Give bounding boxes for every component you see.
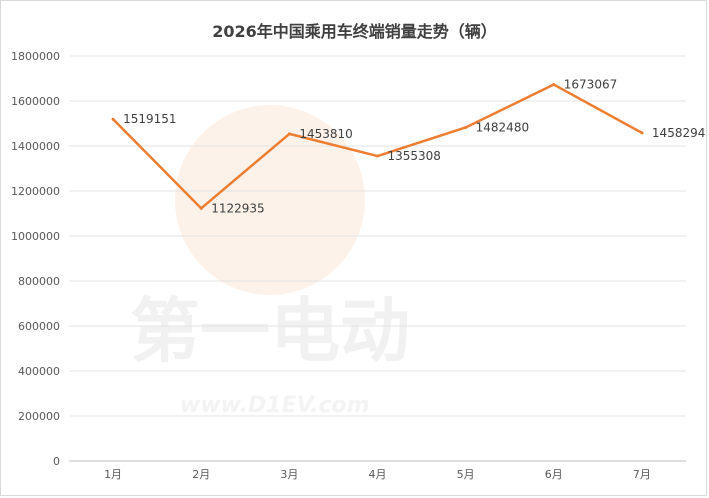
- watermark-mascot-icon: [175, 105, 365, 295]
- series-lines: [111, 83, 644, 210]
- y-tick-label: 1600000: [11, 95, 60, 108]
- chart-title: 2026年中国乘用车终端销量走势（辆）: [212, 22, 497, 41]
- y-tick-label: 400000: [18, 365, 60, 378]
- data-label: 1453810: [299, 127, 352, 141]
- data-point: [111, 117, 115, 121]
- data-point: [464, 125, 468, 129]
- data-point: [640, 131, 644, 135]
- data-labels: 1519151 1122935 1453810 1355308 1482480 16730…: [123, 78, 705, 216]
- x-tick-label: 5月: [457, 468, 475, 481]
- data-label: 1355308: [388, 149, 441, 163]
- watermark-url: www.D1EV.com: [180, 393, 370, 418]
- y-tick-label: 0: [53, 455, 60, 468]
- data-label: 1458294: [652, 126, 705, 140]
- data-label: 1122935: [211, 201, 264, 215]
- x-tick-label: 4月: [369, 468, 387, 481]
- y-axis-ticks: 0 200000 400000 600000 800000 1000000 1200000 1…: [11, 50, 60, 468]
- data-label: 1519151: [123, 112, 176, 126]
- y-tick-label: 200000: [18, 410, 60, 423]
- x-tick-label: 1月: [104, 468, 122, 481]
- y-tick-label: 1800000: [11, 50, 60, 63]
- data-label: 1482480: [476, 120, 529, 134]
- x-axis-ticks: 1月 2月 3月 4月 5月 6月 7月: [104, 468, 651, 481]
- x-tick-label: 3月: [280, 468, 298, 481]
- y-tick-label: 1400000: [11, 140, 60, 153]
- y-tick-label: 1200000: [11, 185, 60, 198]
- y-tick-label: 600000: [18, 320, 60, 333]
- data-label: 1673067: [564, 78, 617, 92]
- data-point: [287, 132, 291, 136]
- grid-lines: [69, 55, 686, 462]
- watermark: 第一电动 www.D1EV.com: [130, 105, 410, 418]
- y-tick-label: 1000000: [11, 230, 60, 243]
- x-tick-label: 6月: [545, 468, 563, 481]
- watermark-brand-text: 第一电动: [130, 290, 410, 372]
- data-point: [376, 154, 379, 158]
- x-tick-label: 7月: [633, 468, 651, 481]
- data-point: [199, 206, 203, 210]
- y-tick-label: 800000: [18, 275, 60, 288]
- x-tick-label: 2月: [192, 468, 210, 481]
- data-point: [552, 83, 556, 87]
